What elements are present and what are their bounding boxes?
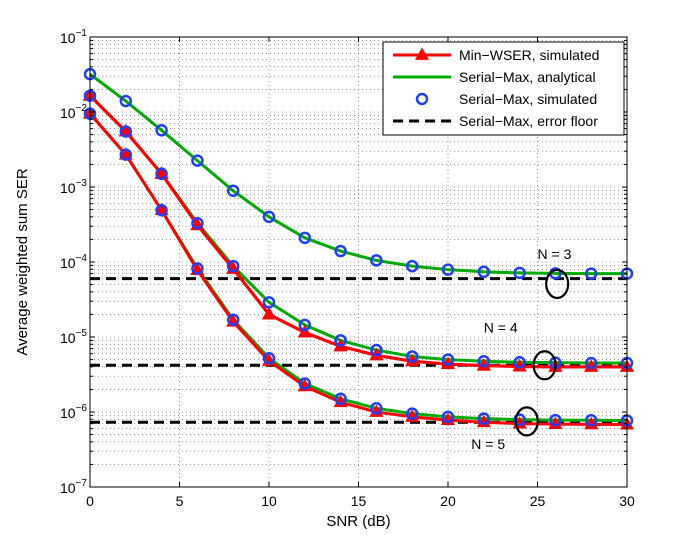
- data-point-serial-max-simulated: [155, 203, 168, 217]
- data-point-serial-max-simulated: [477, 265, 491, 279]
- data-point-serial-max-simulated: [298, 377, 312, 390]
- data-point-serial-max-simulated: [298, 318, 312, 332]
- data-point-serial-max-simulated: [584, 356, 598, 370]
- series-line-analytical: [89, 72, 627, 276]
- data-point-serial-max-simulated: [191, 216, 204, 230]
- annotation-label: N = 3: [538, 246, 572, 262]
- data-point-serial-max-simulated: [370, 343, 383, 357]
- data-point-serial-max-simulated: [334, 244, 347, 258]
- data-point-serial-max-simulated: [119, 125, 133, 138]
- data-point-serial-max-simulated: [334, 392, 347, 406]
- annotation-ellipse: [532, 350, 557, 381]
- data-point-serial-max-simulated: [405, 259, 419, 273]
- annotation-ellipse: [545, 268, 570, 300]
- data-point-serial-max-simulated: [226, 184, 240, 198]
- x-tick-label: 10: [261, 493, 277, 509]
- data-point-serial-max-simulated: [262, 352, 276, 365]
- floor-layer: [90, 277, 627, 424]
- y-tick-label: 10−6: [60, 403, 87, 421]
- data-point-serial-max-simulated: [549, 413, 562, 427]
- data-point-serial-max-simulated: [370, 402, 383, 415]
- legend-swatch-marker: [415, 92, 429, 106]
- data-point-serial-max-simulated: [155, 167, 168, 181]
- series-line-min-wser: [88, 94, 627, 369]
- data-point-serial-max-simulated: [262, 296, 276, 309]
- y-tick-label: 10−4: [60, 253, 87, 271]
- data-point-serial-max-simulated: [441, 410, 455, 424]
- data-point-serial-max-simulated: [477, 354, 491, 368]
- data-point-serial-max-simulated: [155, 124, 168, 137]
- data-point-min-wser: [261, 306, 277, 320]
- data-point-serial-max-simulated: [370, 254, 383, 267]
- data-point-serial-max-simulated: [191, 154, 204, 167]
- x-tick-label: 20: [440, 493, 456, 509]
- data-point-serial-max-simulated: [119, 148, 133, 161]
- data-point-serial-max-simulated: [119, 94, 133, 108]
- data-point-serial-max-simulated: [477, 412, 491, 425]
- y-axis-title: Average weighted sum SER: [14, 168, 31, 355]
- data-point-serial-max-simulated: [405, 350, 419, 363]
- legend-label: Min−WSER, simulated: [459, 47, 599, 63]
- x-axis-title: SNR (dB): [326, 513, 390, 530]
- tick-layer: 0 5 10 15 20 25 30 10−7 10−6 10−5 10−4 10−3 10−2 10−1: [60, 28, 635, 509]
- x-tick-label: 15: [351, 493, 367, 509]
- data-point-serial-max-simulated: [513, 266, 526, 280]
- x-tick-label: 0: [86, 493, 94, 509]
- data-point-serial-max-simulated: [226, 259, 240, 273]
- y-tick-label: 10−3: [60, 178, 87, 196]
- data-point-serial-max-simulated: [513, 413, 526, 426]
- annotation-label: N = 4: [484, 319, 518, 335]
- data-point-serial-max-simulated: [441, 353, 455, 366]
- legend-swatch-marker: [414, 47, 430, 60]
- x-tick-label: 25: [530, 493, 546, 509]
- y-tick-label: 10−1: [60, 28, 87, 46]
- x-tick-label: 5: [176, 493, 184, 509]
- data-point-serial-max-simulated: [226, 313, 240, 326]
- legend-label: Serial−Max, error floor: [459, 113, 598, 129]
- data-point-min-wser: [297, 324, 312, 338]
- data-point-serial-max-simulated: [262, 210, 276, 224]
- data-point-serial-max-simulated: [513, 356, 526, 369]
- annotation-layer: N = 3 N = 4 N = 5: [471, 246, 571, 452]
- y-tick-label: 10−7: [60, 478, 87, 496]
- data-point-serial-max-simulated: [441, 263, 455, 276]
- legend-label: Serial−Max, analytical: [459, 69, 596, 85]
- annotation-label: N = 5: [471, 436, 505, 452]
- x-tick-label: 30: [619, 493, 635, 509]
- data-point-serial-max-simulated: [298, 231, 312, 245]
- data-point-serial-max-simulated: [191, 262, 204, 275]
- y-tick-label: 10−5: [60, 328, 87, 346]
- data-point-serial-max-simulated: [334, 334, 347, 347]
- y-tick-label: 10−2: [60, 103, 87, 121]
- legend-label: Serial−Max, simulated: [459, 91, 597, 107]
- data-point-serial-max-simulated: [584, 414, 598, 427]
- data-point-serial-max-simulated: [405, 407, 419, 420]
- legend: Min−WSER, simulated Serial−Max, analytica…: [382, 41, 625, 136]
- data-point-serial-max-simulated: [584, 267, 598, 280]
- grid-layer: [90, 37, 627, 487]
- annotation-ellipse: [514, 406, 539, 437]
